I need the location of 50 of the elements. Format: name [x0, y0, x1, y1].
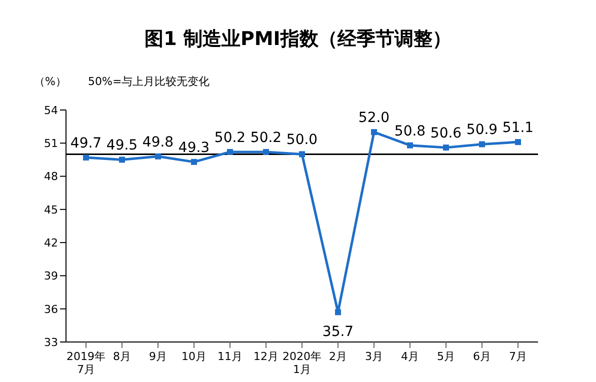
point [191, 158, 197, 165]
data-label: 49.7 [70, 136, 102, 152]
text: 50%=与上月比较无变化 [88, 74, 210, 89]
x-tick-label: 2月 [329, 350, 347, 363]
data-label: 50.2 [214, 130, 246, 146]
point [479, 141, 485, 148]
y-tick-label: 48 [44, 170, 58, 184]
data-label: 49.5 [106, 138, 138, 154]
chart-title: 图1 制造业PMI指数（经季节调整） [144, 27, 452, 52]
data-label: 50.2 [250, 130, 282, 146]
y-tick-label: 36 [44, 302, 58, 316]
x-tick-label: 12月 [254, 350, 278, 363]
y-tick-label: 51 [44, 137, 58, 150]
y-tick-label: 42 [44, 236, 58, 250]
point [155, 153, 161, 160]
point [515, 139, 521, 146]
y-tick-label: 54 [44, 104, 58, 117]
x-tick-label: 2020年 1月 [282, 350, 322, 376]
x-tick-label: 2019年 7月 [66, 350, 106, 376]
x-tick-label: 11月 [218, 350, 242, 363]
point [371, 129, 377, 136]
data-label: 52.0 [358, 110, 390, 126]
point [335, 309, 341, 316]
point [443, 144, 449, 151]
x-tick-label: 6月 [473, 350, 491, 363]
data-label: 49.3 [178, 140, 210, 156]
x-tick-label: 3月 [365, 350, 383, 363]
data-label: 50.6 [430, 126, 462, 142]
point [407, 142, 413, 148]
point [263, 148, 269, 155]
x-tick-label: 5月 [437, 350, 455, 363]
y-tick-label: 45 [44, 203, 58, 216]
data-label: 50.8 [394, 123, 426, 140]
data-label: 51.1 [502, 120, 534, 136]
data-label: 50.9 [466, 122, 498, 138]
data-label: 35.7 [322, 324, 354, 340]
point [83, 154, 89, 161]
point [119, 156, 125, 163]
point [299, 151, 305, 158]
x-tick-label: 9月 [149, 350, 167, 363]
y-tick-label: 39 [44, 270, 58, 283]
point [227, 148, 233, 155]
data-label: 49.8 [142, 134, 174, 150]
y-axis-title: （%） [34, 74, 66, 89]
data-label: 50.0 [286, 132, 318, 148]
x-tick-label: 7月 [509, 350, 527, 363]
y-tick-label: 33 [44, 336, 58, 349]
x-tick-label: 4月 [401, 350, 419, 363]
x-tick-label: 8月 [113, 350, 131, 363]
x-tick-label: 10月 [182, 350, 206, 363]
